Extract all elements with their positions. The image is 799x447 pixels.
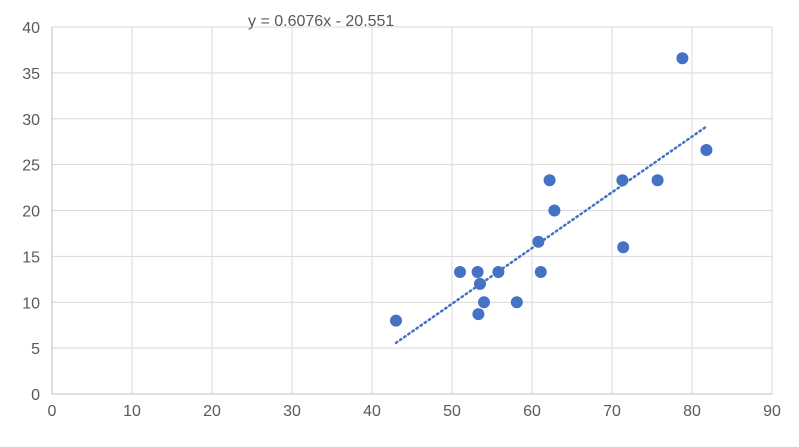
trendline: [394, 125, 708, 345]
x-tick-label: 90: [763, 403, 781, 420]
y-tick-label: 5: [31, 341, 40, 358]
x-tick-label: 0: [48, 403, 57, 420]
data-point: [617, 241, 630, 254]
data-point: [651, 174, 664, 187]
data-point: [478, 296, 490, 309]
y-tick-label: 25: [22, 158, 40, 175]
grid-layer: [52, 26, 773, 394]
data-point: [492, 265, 505, 278]
data-point: [700, 143, 713, 156]
x-tick-label: 20: [203, 403, 221, 420]
data-point: [510, 296, 523, 309]
data-point: [472, 308, 485, 321]
data-point: [548, 204, 561, 217]
x-tick-label: 60: [523, 403, 541, 420]
data-points: [390, 52, 713, 327]
x-tick-label: 70: [603, 403, 621, 420]
y-tick-label: 15: [22, 249, 40, 266]
y-tick-label: 10: [22, 295, 40, 312]
y-tick-label: 40: [22, 20, 40, 37]
x-tick-label: 10: [123, 403, 141, 420]
data-point: [534, 265, 547, 278]
data-point: [616, 174, 629, 187]
x-tick-label: 40: [363, 403, 381, 420]
y-tick-label: 35: [22, 66, 40, 83]
x-tick-label: 50: [443, 403, 461, 420]
data-point: [532, 235, 545, 248]
data-point: [471, 265, 484, 278]
x-tick-label: 80: [683, 403, 701, 420]
data-point: [543, 174, 556, 187]
tick-labels: 0 10 20 30 40 50 60 70 80 90 0 5 10 15 20 25 30 35 40: [22, 20, 781, 420]
y-tick-label: 30: [22, 112, 40, 129]
data-point: [454, 265, 466, 278]
x-tick-label: 30: [283, 403, 301, 420]
trendline-equation: y = 0.6076x - 20.551: [248, 13, 394, 30]
axis-layer: [51, 27, 772, 395]
data-point: [390, 314, 402, 327]
trendline-layer: [394, 125, 708, 345]
y-tick-label: 20: [22, 204, 40, 221]
y-tick-label: 0: [31, 387, 40, 404]
data-point: [474, 277, 486, 290]
data-point: [676, 52, 689, 65]
